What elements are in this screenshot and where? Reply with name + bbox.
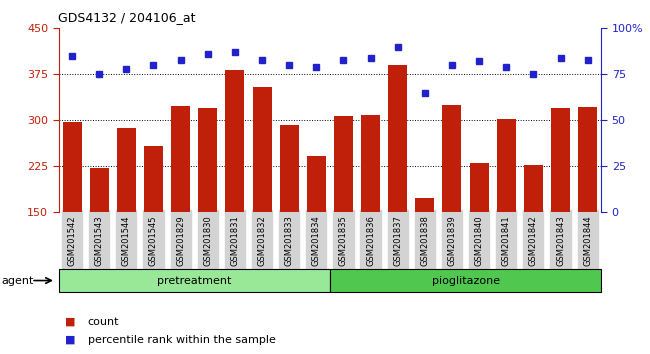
Text: ■: ■: [65, 317, 75, 327]
Bar: [171, 106, 190, 304]
Bar: [524, 165, 543, 304]
Bar: [90, 168, 109, 304]
Bar: [280, 125, 298, 304]
Bar: [334, 116, 353, 304]
Bar: [578, 108, 597, 304]
Bar: [497, 119, 515, 304]
Bar: [226, 70, 244, 304]
Text: percentile rank within the sample: percentile rank within the sample: [88, 335, 276, 345]
Bar: [551, 108, 570, 304]
Bar: [361, 115, 380, 304]
Text: pretreatment: pretreatment: [157, 275, 231, 286]
Text: pioglitazone: pioglitazone: [432, 275, 500, 286]
Bar: [415, 198, 434, 304]
Bar: [62, 122, 81, 304]
Bar: [307, 156, 326, 304]
Bar: [330, 269, 601, 292]
Text: agent: agent: [1, 275, 34, 286]
Bar: [253, 87, 272, 304]
Bar: [443, 105, 462, 304]
Bar: [470, 163, 489, 304]
Bar: [117, 128, 136, 304]
Bar: [144, 146, 163, 304]
Text: ■: ■: [65, 335, 75, 345]
Bar: [198, 108, 217, 304]
Bar: [388, 65, 407, 304]
Bar: [58, 269, 330, 292]
Text: count: count: [88, 317, 119, 327]
Text: GDS4132 / 204106_at: GDS4132 / 204106_at: [58, 11, 196, 24]
